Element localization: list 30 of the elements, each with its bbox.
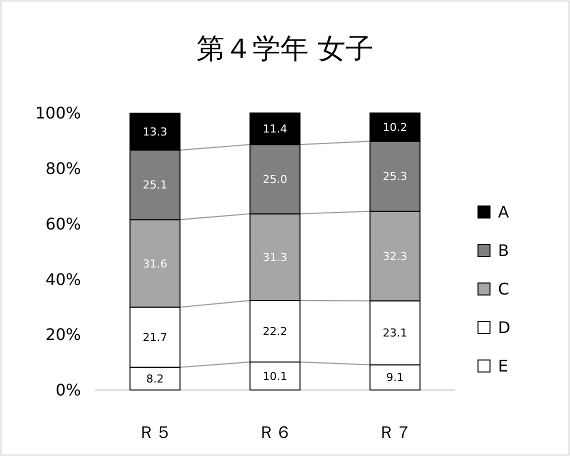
- data-label: 10.2: [382, 120, 408, 134]
- x-tick-label: Ｒ５: [138, 423, 172, 443]
- y-tick-label: 40%: [45, 270, 81, 289]
- data-label: 32.3: [382, 250, 408, 263]
- y-tick-label: 20%: [45, 325, 81, 344]
- legend-label: B: [498, 241, 509, 260]
- chart-title: 第４学年 女子: [196, 32, 374, 65]
- legend-label: C: [498, 280, 510, 299]
- data-label: 22.2: [262, 325, 288, 338]
- data-label: 31.6: [142, 257, 168, 270]
- y-tick-label: 60%: [45, 214, 81, 234]
- y-tick-label: 80%: [45, 159, 81, 178]
- data-label: 25.3: [382, 170, 408, 184]
- data-label: 10.1: [262, 370, 288, 383]
- data-label: 31.3: [262, 251, 288, 264]
- y-tick-label: 0%: [56, 380, 81, 400]
- legend-label: E: [498, 356, 508, 376]
- data-label: 11.4: [262, 122, 288, 136]
- data-label: 8.2: [146, 372, 164, 386]
- x-tick-label: Ｒ７: [378, 423, 412, 443]
- legend-label: A: [498, 202, 509, 222]
- legend-label: D: [498, 318, 510, 338]
- data-label: 25.0: [262, 173, 288, 186]
- y-tick-label: 100%: [35, 104, 81, 123]
- x-tick-label: Ｒ６: [258, 423, 292, 443]
- data-label: 9.1: [386, 371, 404, 384]
- data-label: 23.1: [382, 326, 408, 340]
- data-label: 13.3: [142, 126, 168, 139]
- data-label: 25.1: [142, 178, 168, 192]
- data-label: 21.7: [142, 331, 168, 344]
